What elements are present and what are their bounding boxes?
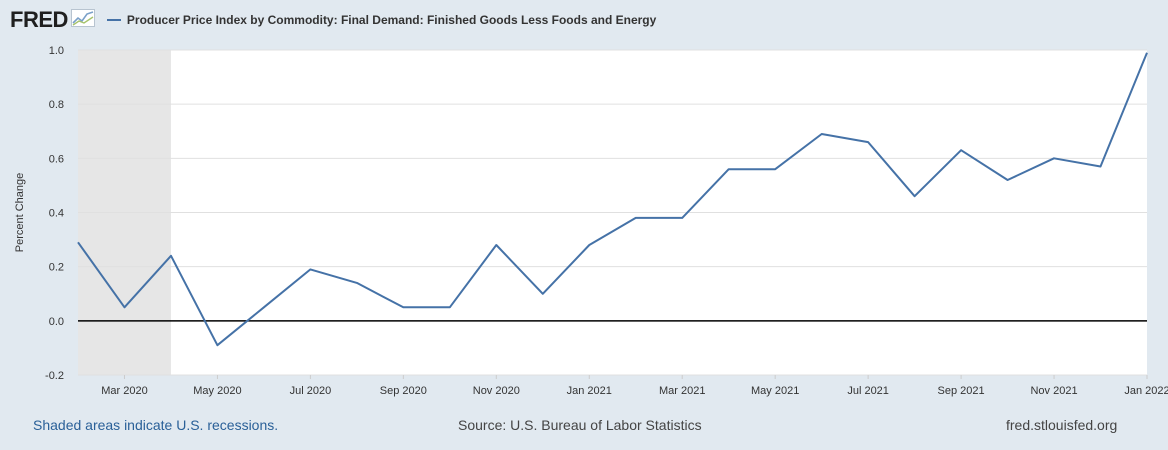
fred-logo[interactable]: FRED (10, 7, 68, 32)
y-tick-label: 0.6 (49, 153, 64, 165)
recession-note-link[interactable]: Shaded areas indicate U.S. recessions. (33, 417, 279, 433)
x-tick-label: Sep 2021 (938, 385, 985, 397)
site-link[interactable]: fred.stlouisfed.org (1006, 417, 1118, 433)
x-tick-label: May 2021 (751, 385, 799, 397)
y-tick-label: 1.0 (49, 45, 64, 57)
y-tick-label: 0.4 (49, 208, 64, 220)
chart-header: FRED Producer Price Index by Commodity: … (10, 7, 657, 32)
chart-title: Producer Price Index by Commodity: Final… (126, 13, 657, 27)
line-chart-icon (70, 8, 95, 32)
y-tick-label: -0.2 (45, 370, 64, 382)
legend-line-swatch (106, 19, 121, 21)
x-tick-label: Mar 2020 (101, 385, 147, 397)
x-tick-label: Sep 2020 (380, 385, 427, 397)
y-tick-label: 0.0 (49, 316, 64, 328)
x-tick-label: Jul 2020 (290, 385, 332, 397)
source-note: Source: U.S. Bureau of Labor Statistics (458, 417, 702, 433)
x-tick-label: May 2020 (193, 385, 241, 397)
y-axis-label: Percent Change (14, 173, 26, 253)
y-tick-label: 0.8 (49, 99, 64, 111)
x-tick-label: Jan 2022 (1124, 385, 1168, 397)
y-tick-label: 0.2 (49, 262, 64, 274)
x-tick-label: Jan 2021 (567, 385, 612, 397)
x-tick-label: Mar 2021 (659, 385, 705, 397)
x-tick-label: Nov 2021 (1030, 385, 1077, 397)
x-tick-label: Nov 2020 (473, 385, 520, 397)
x-tick-label: Jul 2021 (847, 385, 889, 397)
series-line (77, 52, 1148, 347)
